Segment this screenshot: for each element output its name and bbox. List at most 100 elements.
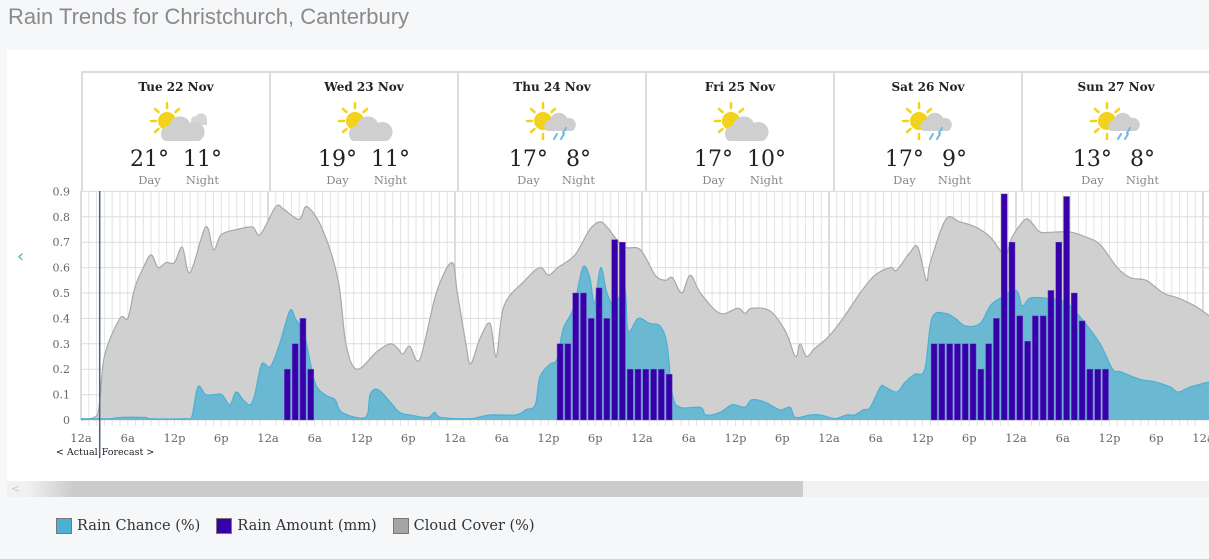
x-tick-label: 12a <box>70 431 92 445</box>
night-temperature: 9° <box>941 147 967 172</box>
night-label: Night <box>937 173 972 187</box>
x-tick-label: 12p <box>912 431 934 445</box>
day-name: Sun 27 Nov <box>1077 80 1155 94</box>
x-tick-label: 12a <box>631 431 653 445</box>
rain-amount-bar <box>1047 290 1055 421</box>
legend-label: Cloud Cover (%) <box>413 518 535 534</box>
x-tick-label: 6p <box>962 431 977 445</box>
x-tick-label: 6a <box>308 431 322 445</box>
legend-label: Rain Amount (mm) <box>237 518 377 534</box>
night-label: Night <box>185 173 220 187</box>
day-temperature: 21° <box>130 147 169 172</box>
day-column: Sat 26 Nov 17° Day 9° Night <box>833 73 1021 192</box>
rain-amount-bar <box>650 368 657 421</box>
legend-item-rain-amount[interactable]: Rain Amount (mm) <box>216 518 377 534</box>
night-temperature: 8° <box>565 147 591 172</box>
rain-amount-bar <box>580 292 587 421</box>
rain-amount-bar <box>930 343 938 421</box>
rain-amount-bar <box>284 368 291 421</box>
day-label: Day <box>1081 173 1104 187</box>
rain-amount-bar <box>1071 292 1078 421</box>
horizontal-scrollbar[interactable]: < <box>7 481 1209 497</box>
rain-amount-bar <box>595 287 603 421</box>
rain-amount-bar <box>611 239 618 421</box>
rain-amount-bar <box>665 374 673 421</box>
day-column: Thu 24 Nov 17° Day 8° Night <box>457 73 645 192</box>
rain-chart: 0 0.1 0.2 0.3 0.4 0.5 0.6 0.7 0.8 0.9 < Actual Fore… <box>53 185 1209 458</box>
y-tick-label: 0 <box>63 414 70 427</box>
previous-chevron-icon[interactable]: ‹ <box>17 246 25 267</box>
x-tick-label: 12a <box>1005 431 1027 445</box>
rain-amount-bar <box>626 368 634 421</box>
rain-amount-bar <box>556 343 564 421</box>
legend-item-rain-chance[interactable]: Rain Chance (%) <box>56 518 200 534</box>
y-tick-label: 0.8 <box>53 211 71 224</box>
rain-chance-area <box>81 266 1209 420</box>
legend-swatch <box>216 518 233 534</box>
rain-amount-bar <box>572 292 579 421</box>
rain-amount-bar <box>1086 368 1094 421</box>
y-tick-label: 0.3 <box>53 338 71 351</box>
day-forecast-row: Tue 22 Nov 21° Day 11° Night Wed 23 Nov 19°… <box>81 71 1209 192</box>
rain-amount-bar <box>1024 341 1031 421</box>
y-tick-label: 0.5 <box>53 287 71 300</box>
x-tick-label: 12a <box>818 431 840 445</box>
rain-amount-bar <box>299 318 307 421</box>
x-tick-label: 6a <box>1056 431 1070 445</box>
day-column: Wed 23 Nov 19° Day 11° Night <box>269 73 457 192</box>
legend: Rain Chance (%) Rain Amount (mm) Cloud C… <box>56 518 535 534</box>
y-tick-label: 0.9 <box>53 185 71 198</box>
x-tick-label: 6a <box>682 431 696 445</box>
rain-amount-bar <box>291 343 299 421</box>
sun-showers-icon <box>525 101 583 143</box>
sun-showers-icon <box>901 101 959 143</box>
rain-amount-bar <box>985 343 992 421</box>
x-tick-label: 6p <box>588 431 603 445</box>
rain-amount-bar <box>977 368 985 421</box>
day-name: Fri 25 Nov <box>704 80 776 94</box>
day-column: Tue 22 Nov 21° Day 11° Night <box>81 73 269 192</box>
rain-amount-bar <box>307 368 314 421</box>
day-name: Tue 22 Nov <box>138 80 214 94</box>
x-tick-label: 6a <box>495 431 509 445</box>
y-tick-label: 0.6 <box>53 262 71 275</box>
rain-amount-bar <box>603 318 611 421</box>
day-label: Day <box>517 173 540 187</box>
rain-amount-bar <box>564 343 572 421</box>
y-tick-label: 0.1 <box>53 389 71 402</box>
legend-item-cloud-cover[interactable]: Cloud Cover (%) <box>392 518 535 534</box>
day-temperature: 17° <box>508 147 548 172</box>
rain-amount-bar <box>1039 315 1047 421</box>
rain-amount-bar <box>1016 315 1024 421</box>
cloud-cover-line <box>80 204 1209 421</box>
rain-amount-bar <box>1008 241 1016 421</box>
day-temperature: 13° <box>1072 147 1112 172</box>
x-tick-label: 12p <box>351 431 373 445</box>
night-label: Night <box>1125 173 1160 187</box>
y-tick-label: 0.7 <box>53 236 71 249</box>
scroll-left-icon[interactable]: < <box>11 482 21 495</box>
rain-chance-line <box>80 265 1209 420</box>
rain-amount-bar <box>1055 241 1062 421</box>
night-temperature: 11° <box>183 147 222 172</box>
day-name: Thu 24 Nov <box>513 80 591 94</box>
legend-swatch <box>392 518 409 534</box>
rain-amount-bar <box>634 368 642 421</box>
scrollbar-thumb[interactable] <box>25 481 803 497</box>
night-label: Night <box>561 173 596 187</box>
x-tick-label: 6p <box>775 431 790 445</box>
night-label: Night <box>373 173 408 187</box>
sun-cloud-icon <box>713 101 771 143</box>
rain-amount-bar <box>642 368 650 421</box>
rain-amount-bar <box>1000 193 1008 421</box>
x-tick-label: 6p <box>401 431 416 445</box>
rain-amount-bar <box>993 318 1000 421</box>
day-temperature: 19° <box>318 147 357 172</box>
rain-amount-bar <box>962 343 969 421</box>
rain-amount-bar <box>969 343 977 421</box>
day-label: Day <box>702 173 725 187</box>
x-tick-label: 12p <box>1099 431 1121 445</box>
sun-cloud-icon <box>337 101 395 143</box>
x-tick-label: 12p <box>725 431 747 445</box>
legend-label: Rain Chance (%) <box>77 518 201 534</box>
